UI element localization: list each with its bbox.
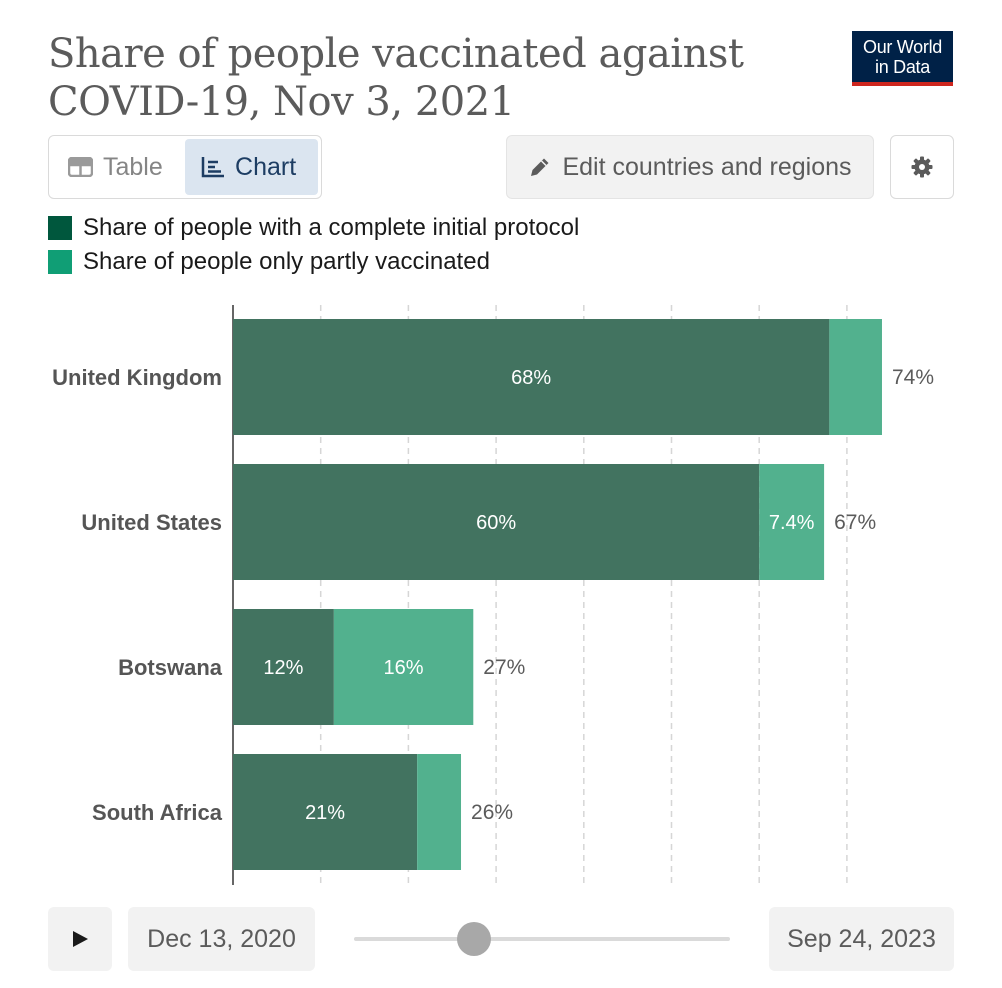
chart-title: Share of people vaccinated against COVID… xyxy=(48,31,744,125)
legend-swatch-complete xyxy=(48,216,72,240)
chart-icon xyxy=(201,157,225,178)
bar-segment[interactable] xyxy=(233,464,760,580)
bar-value-label: 68% xyxy=(511,367,551,389)
tab-chart-label: Chart xyxy=(235,152,297,181)
bar-value-label: 60% xyxy=(476,512,516,534)
logo-line1: Our World xyxy=(863,36,942,57)
tab-chart[interactable]: Chart xyxy=(185,139,318,195)
play-icon xyxy=(73,931,88,947)
bar-segment[interactable] xyxy=(233,609,334,725)
legend: Share of people with a complete initial … xyxy=(48,211,579,279)
timeline-track[interactable] xyxy=(354,937,730,941)
legend-swatch-partly xyxy=(48,250,72,274)
bar-segment[interactable] xyxy=(759,464,825,580)
timeline-handle[interactable] xyxy=(457,922,491,956)
pencil-icon xyxy=(531,158,549,176)
edit-countries-label: Edit countries and regions xyxy=(562,152,852,181)
table-icon xyxy=(68,157,93,177)
bar-chart: United Kingdom 68% 74% United States 60% 7.4%… xyxy=(52,305,934,885)
bar-segment[interactable] xyxy=(233,754,418,870)
play-button[interactable] xyxy=(48,907,112,971)
category-label: United States xyxy=(81,510,222,535)
bar-segment[interactable] xyxy=(829,319,882,435)
category-label: South Africa xyxy=(92,800,223,825)
tab-table-label: Table xyxy=(103,152,163,181)
legend-label-partly: Share of people only partly vaccinated xyxy=(83,248,490,275)
total-value-label: 67% xyxy=(834,511,876,534)
timeline-start-date[interactable]: Dec 13, 2020 xyxy=(128,907,315,971)
bar-segment[interactable] xyxy=(233,319,830,435)
edit-countries-button[interactable]: Edit countries and regions xyxy=(506,135,874,199)
timeline-end-date[interactable]: Sep 24, 2023 xyxy=(769,907,954,971)
owid-logo[interactable]: Our World in Data xyxy=(852,31,953,86)
view-tabs: Table Chart xyxy=(48,135,322,199)
bar-value-label: 21% xyxy=(305,802,345,824)
gear-icon xyxy=(911,156,933,178)
bar-value-label: 16% xyxy=(384,657,424,679)
tab-table[interactable]: Table xyxy=(52,139,181,195)
legend-label-complete: Share of people with a complete initial … xyxy=(83,214,580,241)
logo-line2: in Data xyxy=(875,56,930,77)
bar-segment[interactable] xyxy=(333,609,474,725)
bar-value-label: 7.4% xyxy=(769,512,815,534)
bar-segment[interactable] xyxy=(417,754,462,870)
legend-item-partly[interactable]: Share of people only partly vaccinated xyxy=(48,245,579,279)
bar-value-label: 12% xyxy=(263,657,303,679)
category-label: Botswana xyxy=(118,655,223,680)
total-value-label: 26% xyxy=(471,801,513,824)
category-label: United Kingdom xyxy=(52,365,222,390)
legend-item-complete[interactable]: Share of people with a complete initial … xyxy=(48,211,579,245)
total-value-label: 74% xyxy=(892,366,934,389)
settings-button[interactable] xyxy=(890,135,954,199)
total-value-label: 27% xyxy=(483,656,525,679)
